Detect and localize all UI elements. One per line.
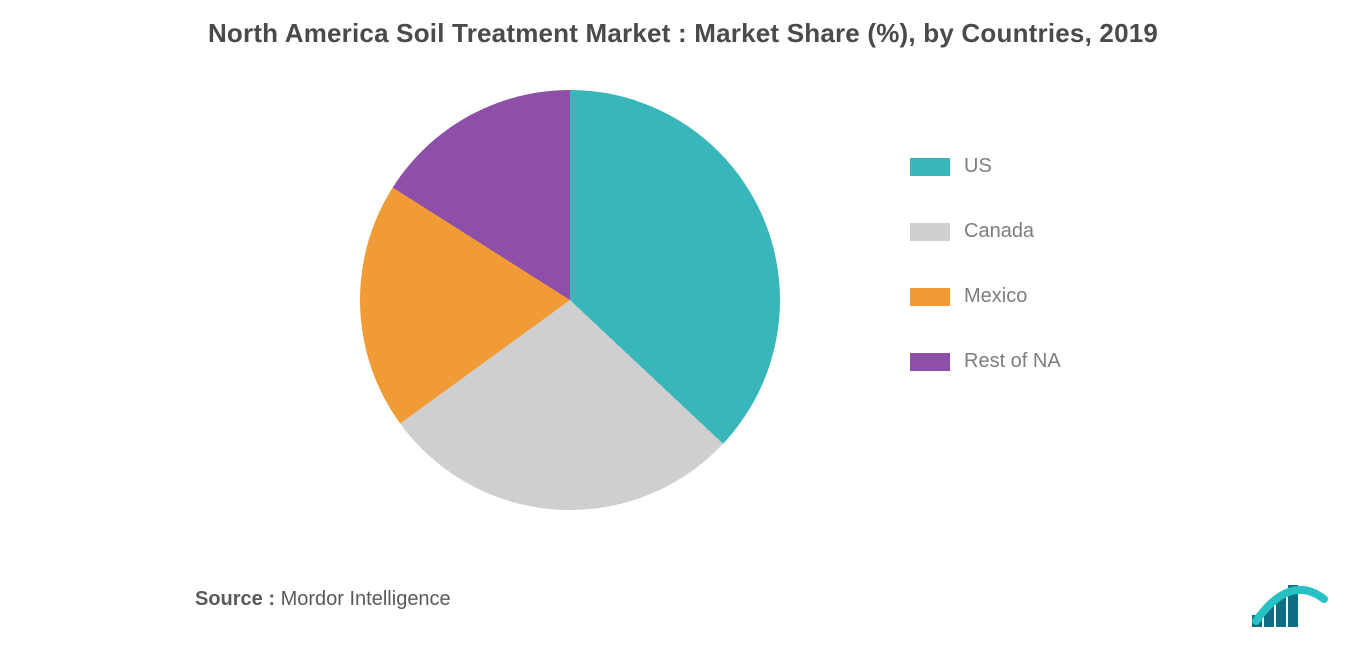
source-line: Source : Mordor Intelligence [195, 588, 451, 611]
legend-item: Canada [910, 220, 1061, 243]
legend-swatch [910, 353, 950, 371]
source-value: Mordor Intelligence [281, 588, 451, 610]
legend-swatch [910, 288, 950, 306]
legend-item: Rest of NA [910, 350, 1061, 373]
legend-swatch [910, 158, 950, 176]
legend-label: Rest of NA [964, 350, 1061, 373]
source-label: Source : [195, 588, 275, 610]
legend-item: US [910, 155, 1061, 178]
chart-title: North America Soil Treatment Market : Ma… [0, 18, 1366, 49]
chart-container: North America Soil Treatment Market : Ma… [0, 0, 1366, 655]
legend-item: Mexico [910, 285, 1061, 308]
legend-label: US [964, 155, 992, 178]
pie-chart [360, 90, 780, 510]
legend: US Canada Mexico Rest of NA [910, 155, 1061, 373]
brand-logo [1250, 579, 1330, 629]
legend-swatch [910, 223, 950, 241]
legend-label: Mexico [964, 285, 1027, 308]
pie-graphic [360, 90, 780, 510]
legend-label: Canada [964, 220, 1034, 243]
